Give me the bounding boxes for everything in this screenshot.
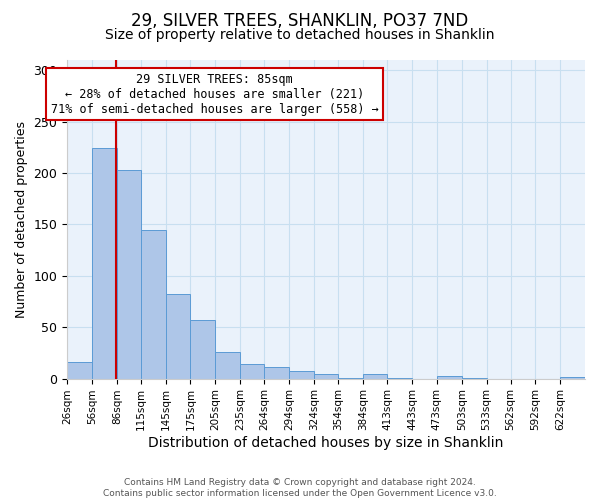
Bar [141,230,166,378]
Text: 29 SILVER TREES: 85sqm
← 28% of detached houses are smaller (221)
71% of semi-de: 29 SILVER TREES: 85sqm ← 28% of detached… [51,72,379,116]
Bar [240,364,264,378]
Bar [166,294,190,378]
Y-axis label: Number of detached properties: Number of detached properties [15,121,28,318]
Bar [190,320,215,378]
Bar [560,376,585,378]
Bar [437,376,462,378]
Bar [264,368,289,378]
Bar [67,362,92,378]
Text: Size of property relative to detached houses in Shanklin: Size of property relative to detached ho… [105,28,495,42]
Text: 29, SILVER TREES, SHANKLIN, PO37 7ND: 29, SILVER TREES, SHANKLIN, PO37 7ND [131,12,469,30]
Bar [215,352,240,378]
X-axis label: Distribution of detached houses by size in Shanklin: Distribution of detached houses by size … [148,436,504,450]
Bar [117,170,141,378]
Bar [314,374,338,378]
Text: Contains HM Land Registry data © Crown copyright and database right 2024.
Contai: Contains HM Land Registry data © Crown c… [103,478,497,498]
Bar [92,148,117,378]
Bar [364,374,387,378]
Bar [289,372,314,378]
